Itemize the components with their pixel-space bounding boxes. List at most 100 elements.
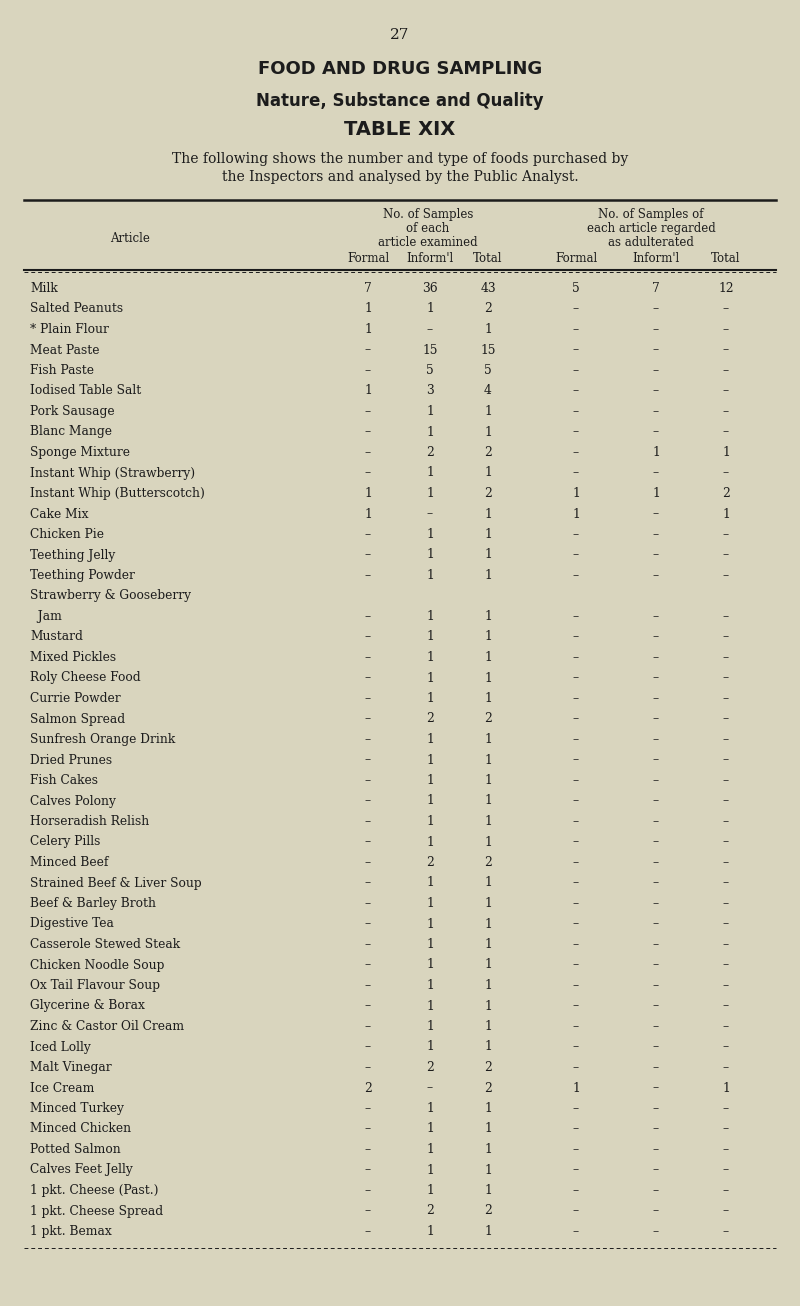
Text: 1: 1 — [426, 610, 434, 623]
Text: –: – — [365, 999, 371, 1012]
Text: Blanc Mange: Blanc Mange — [30, 426, 112, 439]
Text: 1: 1 — [426, 1102, 434, 1115]
Text: –: – — [365, 1041, 371, 1054]
Text: Total: Total — [474, 252, 502, 265]
Text: 1: 1 — [426, 528, 434, 541]
Text: 1: 1 — [484, 569, 492, 582]
Text: –: – — [365, 815, 371, 828]
Text: –: – — [573, 466, 579, 479]
Text: 1: 1 — [484, 876, 492, 889]
Text: –: – — [573, 836, 579, 849]
Text: Formal: Formal — [555, 252, 597, 265]
Text: 1: 1 — [484, 980, 492, 993]
Text: 1 pkt. Cheese Spread: 1 pkt. Cheese Spread — [30, 1204, 163, 1217]
Text: –: – — [653, 959, 659, 972]
Text: Total: Total — [711, 252, 741, 265]
Text: –: – — [365, 447, 371, 458]
Text: –: – — [573, 528, 579, 541]
Text: –: – — [573, 426, 579, 439]
Text: FOOD AND DRUG SAMPLING: FOOD AND DRUG SAMPLING — [258, 60, 542, 78]
Text: –: – — [573, 980, 579, 993]
Text: Instant Whip (Strawberry): Instant Whip (Strawberry) — [30, 466, 195, 479]
Text: –: – — [365, 897, 371, 910]
Text: Chicken Pie: Chicken Pie — [30, 528, 104, 541]
Text: 1: 1 — [426, 876, 434, 889]
Text: –: – — [365, 855, 371, 868]
Text: 4: 4 — [484, 384, 492, 397]
Text: 1: 1 — [426, 980, 434, 993]
Text: –: – — [653, 364, 659, 377]
Text: Instant Whip (Butterscotch): Instant Whip (Butterscotch) — [30, 487, 205, 500]
Text: Cake Mix: Cake Mix — [30, 508, 89, 521]
Text: 1: 1 — [722, 1081, 730, 1094]
Text: Minced Chicken: Minced Chicken — [30, 1122, 131, 1135]
Text: –: – — [573, 1225, 579, 1238]
Text: Sunfresh Orange Drink: Sunfresh Orange Drink — [30, 733, 175, 746]
Text: –: – — [723, 671, 729, 684]
Text: 1: 1 — [484, 610, 492, 623]
Text: –: – — [723, 650, 729, 663]
Text: Glycerine & Borax: Glycerine & Borax — [30, 999, 145, 1012]
Text: –: – — [573, 897, 579, 910]
Text: –: – — [723, 1060, 729, 1074]
Text: Sponge Mixture: Sponge Mixture — [30, 447, 130, 458]
Text: –: – — [573, 774, 579, 788]
Text: 1: 1 — [484, 733, 492, 746]
Text: Roly Cheese Food: Roly Cheese Food — [30, 671, 141, 684]
Text: –: – — [653, 466, 659, 479]
Text: 1: 1 — [484, 671, 492, 684]
Text: 1: 1 — [426, 487, 434, 500]
Text: 1: 1 — [426, 1143, 434, 1156]
Text: –: – — [723, 774, 729, 788]
Text: –: – — [365, 650, 371, 663]
Text: –: – — [365, 713, 371, 726]
Text: 1: 1 — [484, 1020, 492, 1033]
Text: 1: 1 — [426, 959, 434, 972]
Text: –: – — [653, 692, 659, 705]
Text: 2: 2 — [484, 487, 492, 500]
Text: 1 pkt. Cheese (Past.): 1 pkt. Cheese (Past.) — [30, 1185, 158, 1198]
Text: 1: 1 — [484, 836, 492, 849]
Text: the Inspectors and analysed by the Public Analyst.: the Inspectors and analysed by the Publi… — [222, 170, 578, 184]
Text: –: – — [573, 549, 579, 562]
Text: –: – — [723, 528, 729, 541]
Text: Calves Feet Jelly: Calves Feet Jelly — [30, 1164, 133, 1177]
Text: –: – — [723, 631, 729, 644]
Text: –: – — [365, 1164, 371, 1177]
Text: –: – — [427, 323, 433, 336]
Text: –: – — [653, 1122, 659, 1135]
Text: 27: 27 — [390, 27, 410, 42]
Text: –: – — [365, 569, 371, 582]
Text: 1: 1 — [426, 794, 434, 807]
Text: Mustard: Mustard — [30, 631, 83, 644]
Text: –: – — [653, 1204, 659, 1217]
Text: –: – — [723, 1185, 729, 1198]
Text: –: – — [365, 1143, 371, 1156]
Text: –: – — [365, 1122, 371, 1135]
Text: –: – — [573, 1041, 579, 1054]
Text: 1: 1 — [484, 508, 492, 521]
Text: Calves Polony: Calves Polony — [30, 794, 116, 807]
Text: Mixed Pickles: Mixed Pickles — [30, 650, 116, 663]
Text: –: – — [365, 466, 371, 479]
Text: 2: 2 — [364, 1081, 372, 1094]
Text: –: – — [365, 836, 371, 849]
Text: –: – — [723, 980, 729, 993]
Text: 1: 1 — [484, 999, 492, 1012]
Text: 2: 2 — [426, 713, 434, 726]
Text: No. of Samples of: No. of Samples of — [598, 208, 704, 221]
Text: –: – — [723, 876, 729, 889]
Text: –: – — [365, 733, 371, 746]
Text: 2: 2 — [484, 1060, 492, 1074]
Text: –: – — [653, 733, 659, 746]
Text: 2: 2 — [484, 855, 492, 868]
Text: 3: 3 — [426, 384, 434, 397]
Text: –: – — [653, 1060, 659, 1074]
Text: –: – — [723, 713, 729, 726]
Text: 1: 1 — [426, 1122, 434, 1135]
Text: –: – — [723, 754, 729, 767]
Text: Jam: Jam — [30, 610, 62, 623]
Text: –: – — [365, 754, 371, 767]
Text: –: – — [365, 980, 371, 993]
Text: –: – — [653, 631, 659, 644]
